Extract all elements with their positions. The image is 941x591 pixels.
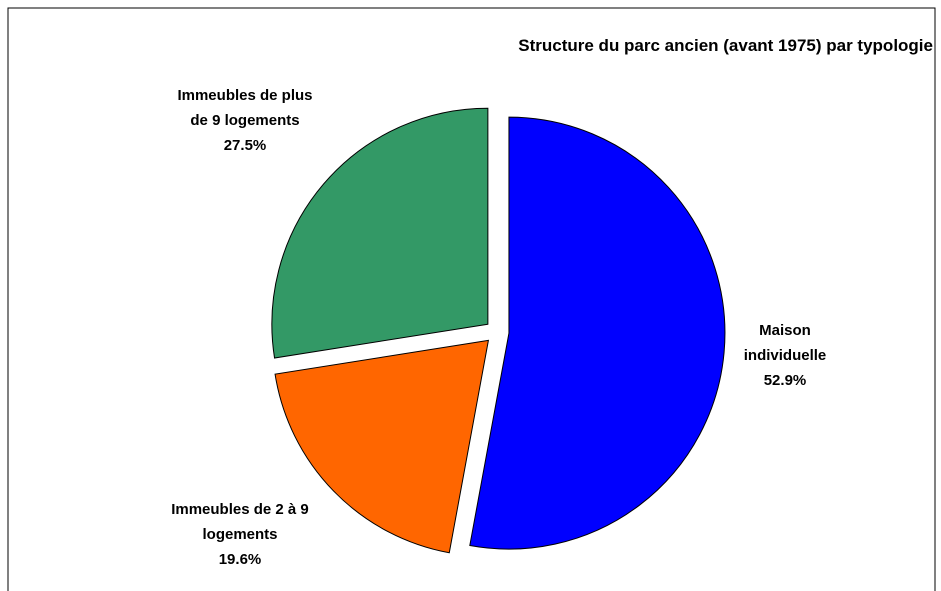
slice-name: Maison individuelle — [743, 322, 827, 364]
chart-title: Structure du parc ancien (avant 1975) pa… — [518, 36, 933, 55]
slice-name: Immeubles de plus de 9 logements — [177, 87, 313, 129]
slice-label: Immeubles de plus de 9 logements 27.5% — [170, 83, 320, 158]
slice-label: Immeubles de 2 à 9 logements 19.6% — [140, 497, 340, 572]
pie-slice — [469, 116, 726, 550]
pie-slice — [271, 107, 489, 359]
slice-label: Maison individuelle 52.9% — [725, 318, 845, 393]
slice-value: 52.9% — [763, 372, 807, 389]
slice-value: 19.6% — [218, 551, 262, 568]
pie-slice — [274, 339, 490, 554]
slice-value: 27.5% — [223, 137, 267, 154]
slice-name: Immeubles de 2 à 9 logements — [171, 501, 309, 543]
frame — [7, 7, 936, 591]
